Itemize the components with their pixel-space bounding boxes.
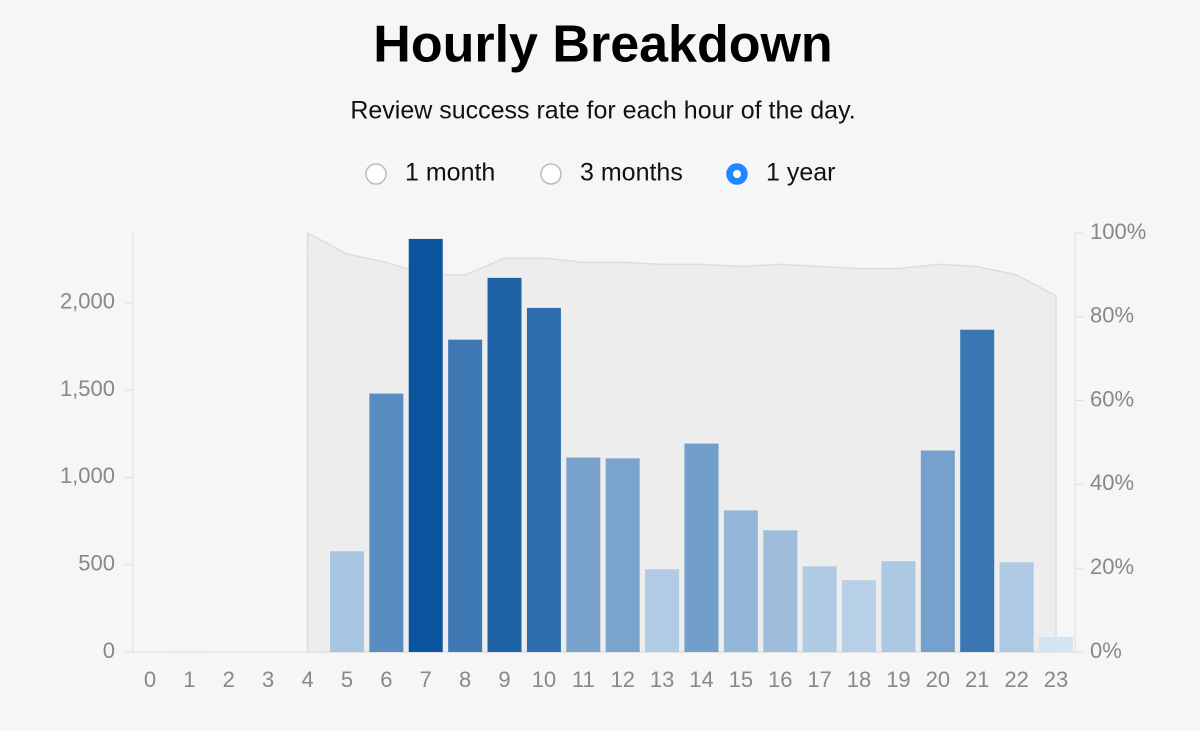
bar — [802, 566, 837, 652]
bar — [369, 393, 404, 652]
x-tick-label: 22 — [1004, 667, 1028, 692]
bar — [684, 443, 719, 652]
bar — [526, 307, 561, 652]
bar — [723, 510, 758, 652]
radio-label[interactable]: 1 month — [405, 159, 495, 187]
chart-subtitle: Review success rate for each hour of the… — [350, 97, 855, 125]
y2-tick-label: 40% — [1090, 470, 1134, 495]
x-tick-label: 16 — [768, 667, 792, 692]
y-tick-label: 2,000 — [60, 289, 115, 314]
radio-label[interactable]: 3 months — [580, 159, 683, 187]
radio-dot — [733, 170, 741, 178]
x-tick-label: 19 — [886, 667, 910, 692]
x-tick-label: 23 — [1044, 667, 1068, 692]
y2-tick-label: 80% — [1090, 303, 1134, 328]
bar — [1039, 636, 1073, 652]
x-tick-label: 15 — [729, 667, 753, 692]
x-tick-label: 5 — [341, 667, 353, 692]
bar — [408, 238, 443, 652]
bar — [172, 651, 207, 652]
bar — [566, 457, 601, 652]
x-tick-label: 14 — [689, 667, 713, 692]
bar — [881, 561, 916, 652]
bar — [920, 450, 955, 652]
radio-option[interactable]: 1 month — [365, 159, 495, 187]
y2-tick-label: 100% — [1090, 219, 1146, 244]
radio-label[interactable]: 1 year — [766, 159, 835, 187]
bar — [487, 277, 522, 652]
x-tick-label: 13 — [650, 667, 674, 692]
x-tick-label: 1 — [183, 667, 195, 692]
x-tick-label: 10 — [532, 667, 556, 692]
x-tick-label: 2 — [223, 667, 235, 692]
bar — [645, 569, 680, 652]
bar — [605, 458, 640, 652]
x-tick-label: 7 — [420, 667, 432, 692]
x-tick-label: 20 — [926, 667, 950, 692]
radio-button[interactable] — [540, 163, 562, 185]
x-tick-label: 4 — [301, 667, 313, 692]
y-tick-label: 500 — [78, 551, 115, 576]
bar — [960, 329, 995, 652]
radio-option[interactable]: 1 year — [726, 159, 835, 187]
bar — [290, 651, 325, 652]
range-controls: 1 month 3 months 1 year — [365, 159, 835, 187]
radio-option[interactable]: 3 months — [540, 159, 683, 187]
y2-tick-label: 20% — [1090, 554, 1134, 579]
bar — [842, 580, 877, 652]
x-tick-label: 18 — [847, 667, 871, 692]
y2-tick-label: 60% — [1090, 386, 1134, 411]
x-tick-label: 9 — [498, 667, 510, 692]
y-tick-label: 1,000 — [60, 463, 115, 488]
chart-title: Hourly Breakdown — [373, 16, 832, 74]
y-tick-label: 1,500 — [60, 376, 115, 401]
y-tick-label: 0 — [103, 638, 115, 663]
radio-button[interactable] — [365, 163, 387, 185]
x-tick-label: 21 — [965, 667, 989, 692]
x-tick-label: 3 — [262, 667, 274, 692]
y2-tick-label: 0% — [1090, 638, 1122, 663]
x-tick-label: 6 — [380, 667, 392, 692]
bar — [763, 530, 798, 652]
x-tick-label: 12 — [610, 667, 634, 692]
x-tick-label: 8 — [459, 667, 471, 692]
x-tick-label: 0 — [144, 667, 156, 692]
bar — [999, 562, 1034, 652]
x-tick-label: 17 — [807, 667, 831, 692]
x-tick-label: 11 — [572, 667, 595, 692]
bar — [329, 551, 364, 652]
bar — [448, 339, 483, 652]
